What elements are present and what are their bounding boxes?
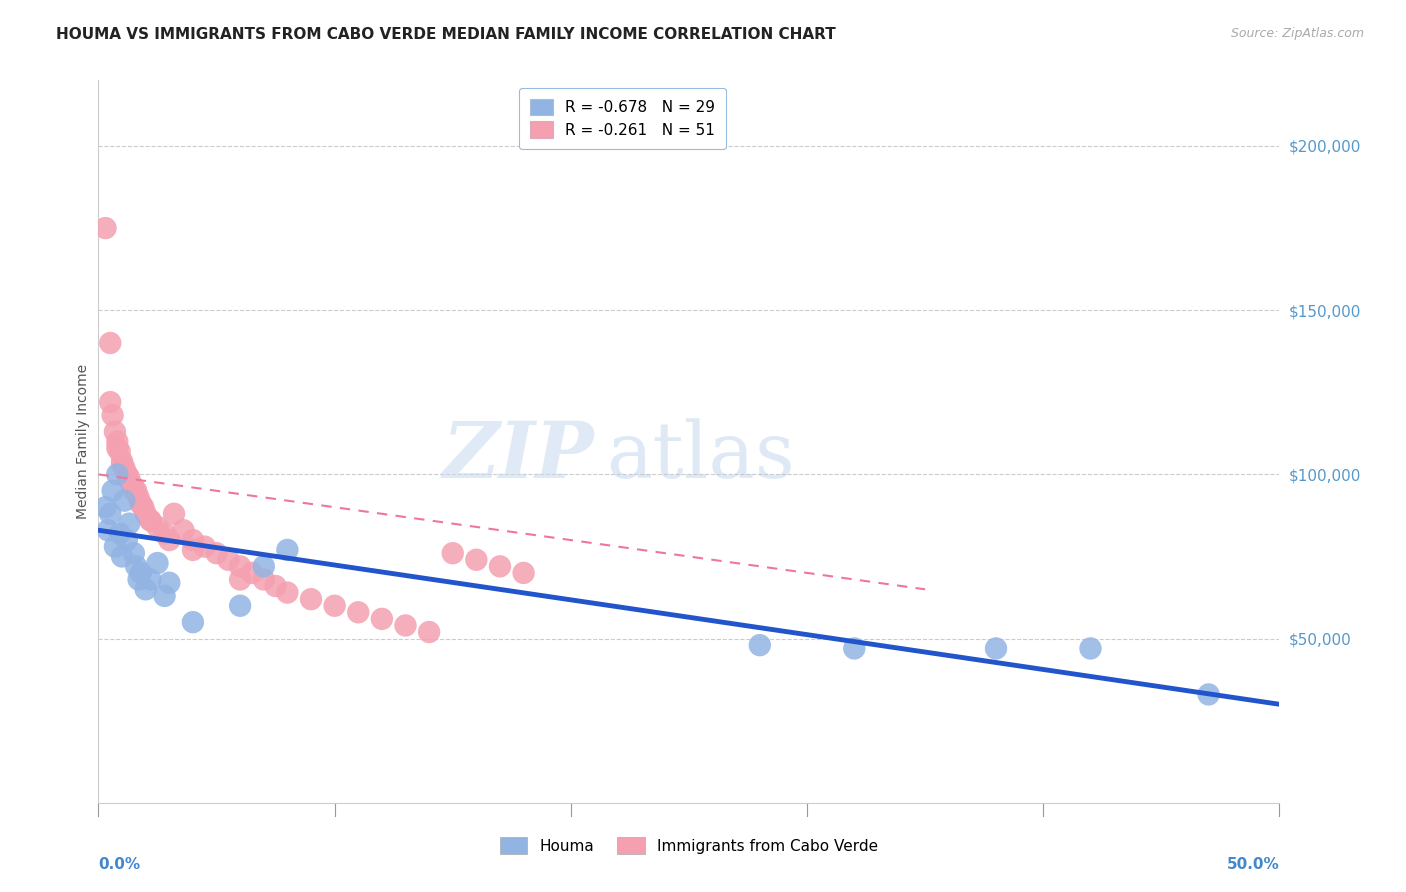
- Point: [146, 520, 169, 534]
- Point: [129, 566, 152, 580]
- Point: [115, 533, 138, 547]
- Point: [105, 467, 128, 482]
- Point: [146, 556, 169, 570]
- Point: [98, 336, 121, 351]
- Point: [98, 395, 121, 409]
- Legend: Houma, Immigrants from Cabo Verde: Houma, Immigrants from Cabo Verde: [494, 831, 884, 860]
- Point: [181, 542, 204, 557]
- Text: ZIP: ZIP: [443, 417, 595, 494]
- Point: [108, 526, 131, 541]
- Point: [104, 425, 127, 439]
- Point: [125, 483, 148, 498]
- Point: [98, 507, 121, 521]
- Point: [157, 575, 180, 590]
- Point: [139, 513, 162, 527]
- Point: [121, 477, 143, 491]
- Point: [217, 553, 239, 567]
- Point: [418, 625, 440, 640]
- Point: [128, 491, 150, 505]
- Point: [489, 559, 512, 574]
- Point: [153, 526, 176, 541]
- Point: [135, 582, 157, 597]
- Point: [229, 559, 252, 574]
- Point: [276, 542, 298, 557]
- Point: [276, 585, 298, 599]
- Point: [465, 553, 488, 567]
- Point: [748, 638, 770, 652]
- Point: [94, 221, 117, 235]
- Point: [122, 481, 145, 495]
- Point: [299, 592, 322, 607]
- Point: [129, 497, 152, 511]
- Point: [194, 540, 217, 554]
- Point: [118, 471, 141, 485]
- Point: [105, 441, 128, 455]
- Point: [122, 483, 145, 498]
- Point: [1080, 641, 1102, 656]
- Point: [118, 516, 141, 531]
- Point: [97, 523, 120, 537]
- Text: HOUMA VS IMMIGRANTS FROM CABO VERDE MEDIAN FAMILY INCOME CORRELATION CHART: HOUMA VS IMMIGRANTS FROM CABO VERDE MEDI…: [56, 27, 837, 42]
- Point: [157, 533, 180, 547]
- Point: [104, 540, 127, 554]
- Text: 0.0%: 0.0%: [98, 857, 141, 872]
- Text: atlas: atlas: [606, 418, 794, 494]
- Point: [172, 523, 194, 537]
- Point: [132, 500, 155, 515]
- Point: [115, 467, 138, 482]
- Point: [122, 546, 145, 560]
- Point: [240, 566, 263, 580]
- Point: [108, 444, 131, 458]
- Point: [323, 599, 346, 613]
- Point: [153, 589, 176, 603]
- Point: [129, 497, 152, 511]
- Point: [101, 409, 124, 423]
- Point: [253, 559, 276, 574]
- Point: [229, 573, 252, 587]
- Point: [128, 573, 150, 587]
- Point: [181, 533, 204, 547]
- Point: [111, 549, 134, 564]
- Point: [111, 458, 134, 472]
- Point: [139, 513, 162, 527]
- Point: [101, 483, 124, 498]
- Point: [1198, 687, 1220, 701]
- Point: [139, 573, 162, 587]
- Point: [205, 546, 228, 560]
- Point: [984, 641, 1007, 656]
- Point: [94, 500, 117, 515]
- Point: [394, 618, 416, 632]
- Point: [264, 579, 287, 593]
- Point: [163, 507, 186, 521]
- Point: [512, 566, 534, 580]
- Point: [111, 454, 134, 468]
- Point: [347, 605, 370, 619]
- Text: 50.0%: 50.0%: [1226, 857, 1279, 872]
- Point: [441, 546, 464, 560]
- Y-axis label: Median Family Income: Median Family Income: [76, 364, 90, 519]
- Point: [371, 612, 394, 626]
- Point: [115, 467, 138, 482]
- Point: [135, 507, 157, 521]
- Text: Source: ZipAtlas.com: Source: ZipAtlas.com: [1230, 27, 1364, 40]
- Point: [112, 460, 135, 475]
- Point: [181, 615, 204, 630]
- Point: [229, 599, 252, 613]
- Point: [253, 573, 276, 587]
- Point: [105, 434, 128, 449]
- Point: [112, 493, 135, 508]
- Point: [844, 641, 866, 656]
- Point: [125, 559, 148, 574]
